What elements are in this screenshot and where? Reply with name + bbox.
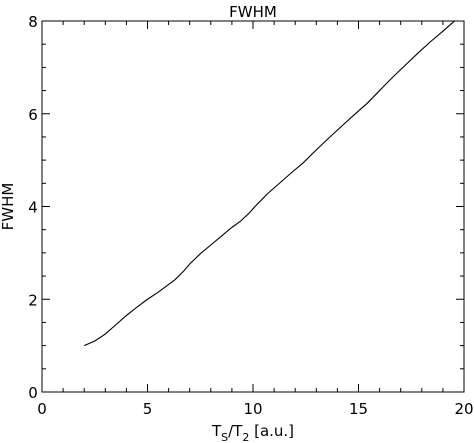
- x-tick-label: 20: [454, 400, 473, 418]
- y-tick-label: 2: [28, 291, 38, 309]
- y-axis-label: FWHM: [0, 183, 17, 231]
- plot-frame: [41, 20, 465, 393]
- x-label-units: [a.u.]: [249, 422, 294, 440]
- y-tick-label: 0: [28, 384, 38, 402]
- y-tick-label: 8: [28, 13, 38, 31]
- series-line-fwhm: [83, 21, 456, 347]
- y-tick-label: 6: [28, 106, 38, 124]
- x-tick-label: 15: [349, 400, 368, 418]
- x-tick-label: 5: [143, 400, 153, 418]
- x-label-sub-2: 2: [242, 431, 249, 443]
- y-tick-label: 4: [28, 199, 38, 217]
- chart-title: FWHM: [229, 3, 277, 21]
- x-label-mid: /T: [228, 422, 243, 440]
- x-tick-label: 10: [243, 400, 262, 418]
- x-label-t: T: [211, 422, 222, 440]
- x-tick-label: 0: [37, 400, 47, 418]
- x-axis-label: TS/T2 [a.u.]: [211, 422, 294, 443]
- ticks-layer: [41, 20, 465, 393]
- x-label-sub-s: S: [221, 431, 228, 443]
- tick-labels-layer: 0 5 10 15 20 0 2 4 6 8: [28, 13, 473, 418]
